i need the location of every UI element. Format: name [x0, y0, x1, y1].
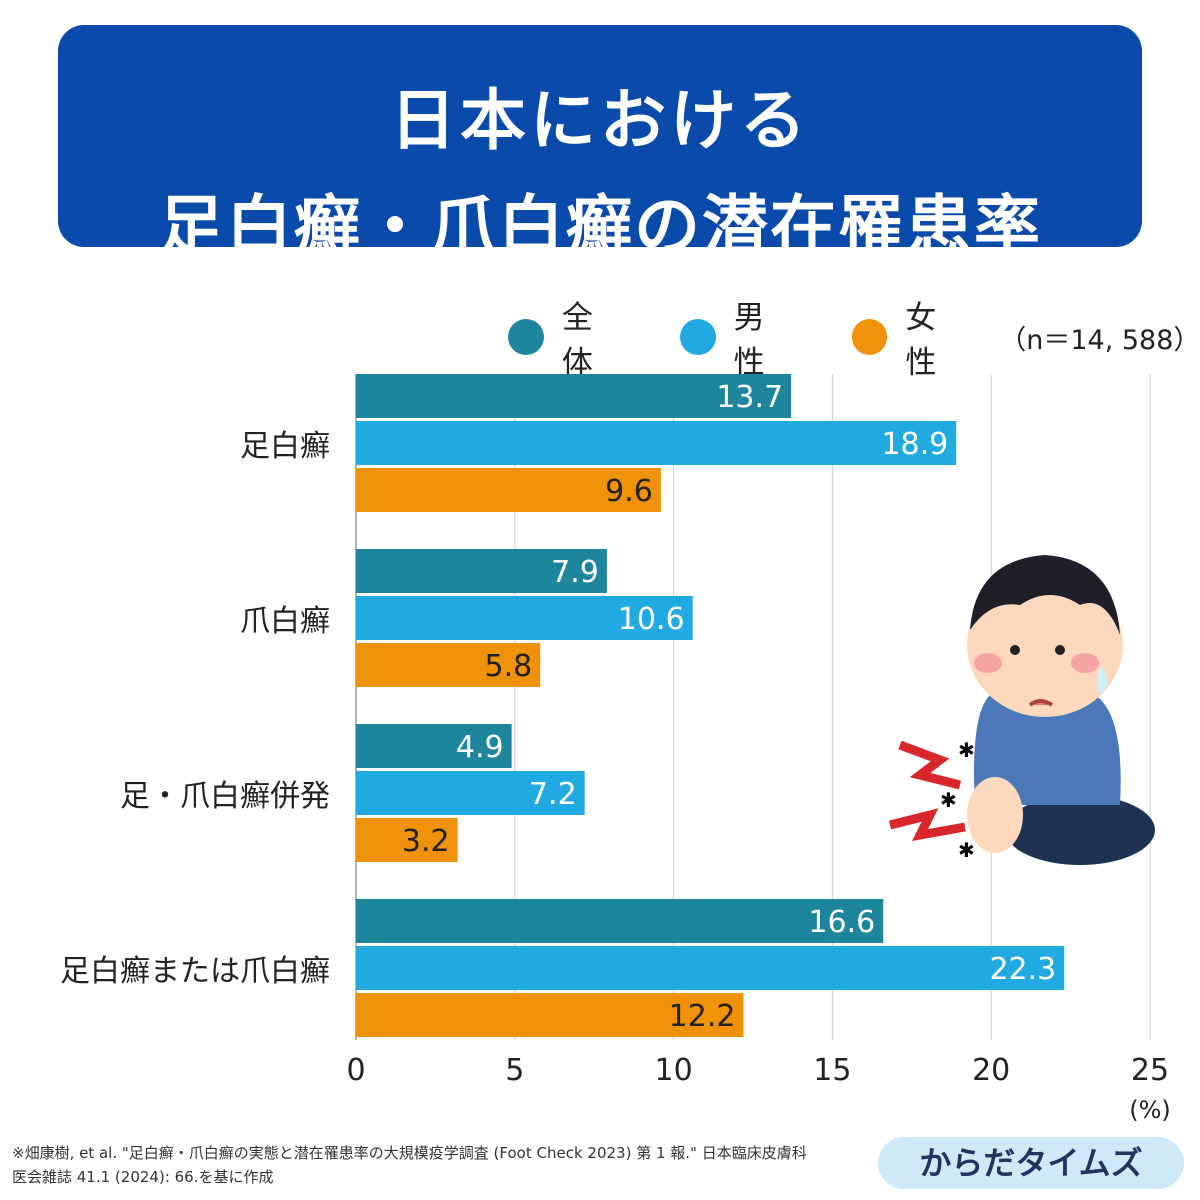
legend-item-all: 全体 — [508, 292, 624, 382]
legend-swatch — [851, 319, 888, 355]
bar-value-label: 7.9 — [551, 555, 599, 590]
bar — [356, 771, 585, 815]
bar-value-label: 7.2 — [529, 777, 577, 812]
bar — [356, 549, 607, 593]
bar — [356, 993, 744, 1037]
bar-value-label: 22.3 — [989, 952, 1056, 987]
svg-text:✱: ✱ — [958, 838, 975, 862]
title-banner: 日本における 足白癬・爪白癬の潜在罹患率 — [58, 25, 1142, 265]
bar-value-label: 9.6 — [605, 474, 653, 509]
legend-item-female: 女性 — [851, 292, 968, 382]
bar-value-label: 10.6 — [618, 602, 685, 637]
bar-value-label: 3.2 — [402, 824, 450, 859]
bar-value-label: 16.6 — [808, 905, 875, 940]
bar — [356, 421, 957, 465]
bar — [356, 468, 661, 512]
bar — [356, 374, 792, 418]
citation-line1: ※畑康樹, et al. "足白癬・爪白癬の実態と潜在罹患率の大規模疫学調査 (… — [12, 1144, 807, 1162]
citation: ※畑康樹, et al. "足白癬・爪白癬の実態と潜在罹患率の大規模疫学調査 (… — [12, 1141, 872, 1189]
citation-line2: 医会雑誌 41.1 (2024): 66.を基に作成 — [12, 1168, 274, 1186]
title-line1: 日本における — [390, 82, 810, 159]
legend: 全体 男性 女性 （n＝14, 588） — [508, 292, 1200, 382]
boy-illustration: ✱ ✱ ✱ — [888, 555, 1155, 865]
bar-value-label: 12.2 — [669, 999, 736, 1034]
bar-value-label: 18.9 — [881, 427, 948, 462]
x-tick-label: 5 — [505, 1053, 524, 1088]
bar-value-label: 4.9 — [456, 730, 504, 765]
category-label: 足・爪白癬併発 — [120, 779, 330, 814]
legend-item-male: 男性 — [679, 292, 796, 382]
category-label: 爪白癬 — [240, 604, 330, 639]
x-tick-label: 20 — [972, 1053, 1010, 1088]
bar-value-label: 13.7 — [716, 380, 783, 415]
x-tick-label: 15 — [813, 1053, 851, 1088]
category-label: 足白癬または爪白癬 — [60, 954, 330, 989]
bar — [356, 946, 1065, 990]
legend-label: 女性 — [905, 300, 937, 381]
legend-label: 全体 — [561, 300, 593, 381]
bar — [356, 724, 512, 768]
bar-value-label: 5.8 — [484, 649, 532, 684]
svg-text:✱: ✱ — [940, 788, 957, 812]
legend-swatch — [679, 319, 716, 355]
x-tick-label: 25 — [1131, 1053, 1169, 1088]
title-line2: 足白癬・爪白癬の潜在罹患率 — [158, 188, 1042, 265]
legend-swatch — [508, 319, 544, 355]
brand-logo: からだタイムズ — [878, 1137, 1184, 1189]
sample-size: （n＝14, 588） — [999, 324, 1200, 356]
bar — [356, 818, 458, 862]
svg-text:✱: ✱ — [958, 738, 975, 762]
category-label: 足白癬 — [240, 429, 330, 464]
bar — [356, 596, 693, 640]
x-unit-label: (%) — [1129, 1096, 1171, 1124]
x-tick-label: 0 — [346, 1053, 365, 1088]
bar — [356, 643, 541, 687]
x-tick-label: 10 — [655, 1053, 693, 1088]
bar — [356, 899, 884, 943]
